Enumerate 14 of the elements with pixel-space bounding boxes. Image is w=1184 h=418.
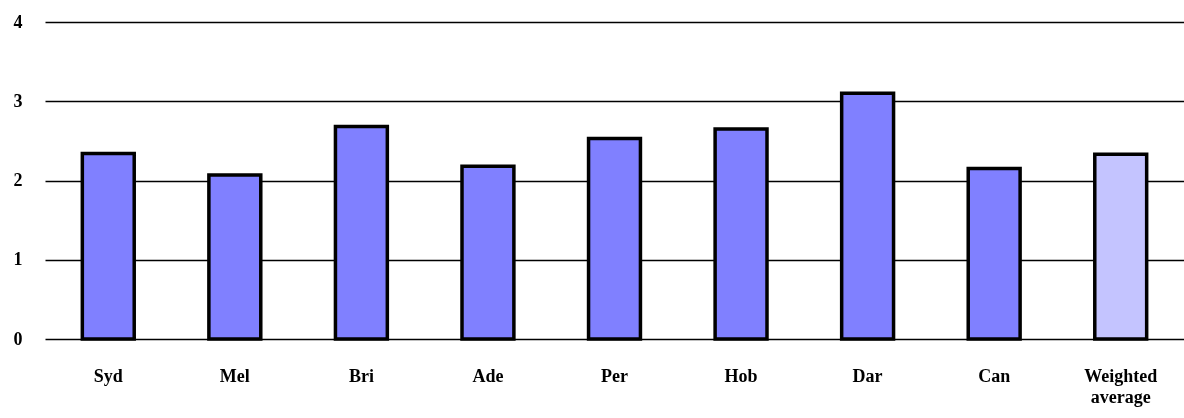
x-tick-label: Can bbox=[978, 365, 1011, 386]
x-tick-label: Ade bbox=[472, 365, 504, 386]
y-tick-label: 1 bbox=[13, 249, 23, 270]
x-tick-label: Dar bbox=[852, 365, 883, 386]
x-tick-label: Bri bbox=[348, 365, 374, 386]
x-tick-label: Per bbox=[601, 365, 628, 386]
x-tick-label: Mel bbox=[219, 365, 250, 386]
x-tick-label: Syd bbox=[93, 365, 123, 386]
y-tick-label: 3 bbox=[13, 90, 23, 111]
y-tick-label: 0 bbox=[13, 328, 23, 349]
y-tick-label: 4 bbox=[13, 11, 23, 32]
x-tick-label: Hob bbox=[724, 365, 758, 386]
y-tick-label: 2 bbox=[13, 170, 23, 190]
x-tick-label: Weighted average bbox=[1084, 365, 1158, 407]
